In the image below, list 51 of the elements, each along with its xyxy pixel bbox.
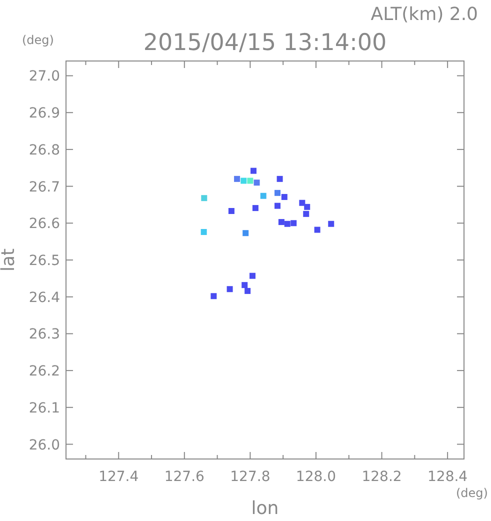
y-tick-label: 26.0 [28,437,60,454]
chart-subtitle: ALT(km) 2.0 [370,4,478,25]
y-tick-label: 26.5 [28,253,60,269]
point [328,220,334,227]
x-tick-label: 128.0 [296,469,336,485]
point [247,178,254,184]
point [250,168,256,174]
point [274,202,280,209]
point [242,282,248,288]
x-tick-label: 127.8 [230,469,270,485]
point [240,178,247,184]
x-tick-label: 127.4 [98,469,139,485]
point [281,194,288,200]
point [244,288,251,294]
y-tick-label: 26.7 [28,179,60,196]
point [314,226,320,233]
point [304,204,310,210]
point [284,220,290,227]
point [210,293,217,300]
point [274,190,280,196]
y-tick-label: 26.8 [28,142,60,158]
y-tick-label: 26.3 [28,326,60,343]
x-tick-label: 128.2 [362,469,402,485]
y-tick-label: 26.2 [28,364,60,380]
point [254,180,260,186]
x-tick-label: 127.6 [164,469,205,485]
point [200,228,207,235]
point [260,192,266,199]
chart-title: 2015/04/15 13:14:00 [143,30,387,56]
x-tick-label: 128.4 [428,469,468,485]
y-tick-label: 26.9 [28,106,60,122]
y-axis-title: lat [0,248,19,272]
text: (deg) [456,486,488,500]
point [242,230,249,236]
point [276,176,283,182]
point [252,205,258,212]
point [228,208,234,214]
y-tick-label: 26.4 [28,290,60,306]
point [290,220,297,226]
point [278,219,284,226]
y-tick-label: 26.6 [28,216,60,232]
x-axis-title: lon [251,498,279,519]
point [234,176,240,182]
text: (deg) [22,33,54,47]
y-tick-label: 27.0 [28,68,60,85]
point [226,286,233,292]
point [303,210,310,217]
point [201,195,208,202]
y-tick-label: 26.1 [28,400,60,416]
point [250,272,256,279]
point [299,200,306,206]
